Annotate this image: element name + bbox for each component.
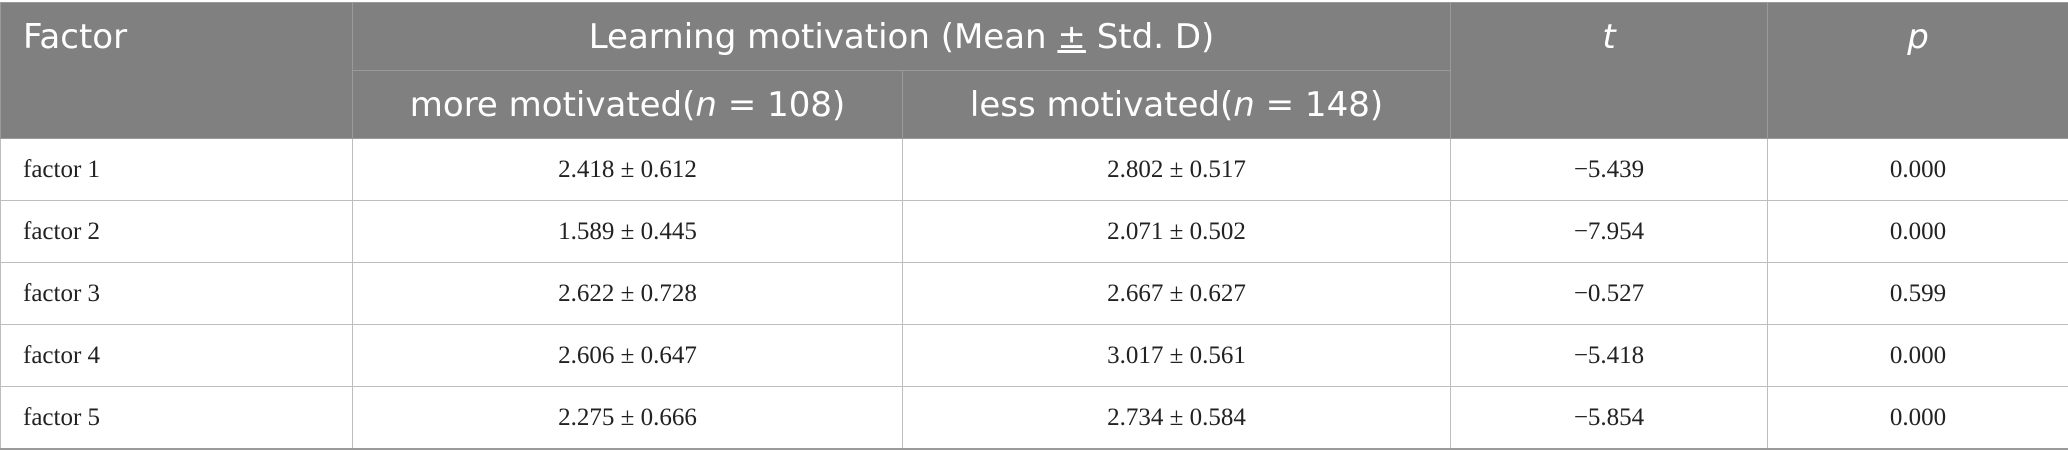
table-header: Factor Learning motivation (Mean ± Std. … [0,2,2068,139]
table-row: factor 5 2.275 ± 0.666 2.734 ± 0.584 −5.… [0,386,2068,450]
header-group-pm: ± [1057,16,1086,57]
factor-cell: factor 4 [0,324,353,387]
header-more-prefix: more motivated( [409,84,696,125]
factor-cell: factor 5 [0,386,353,450]
p-cell: 0.000 [1767,324,2068,387]
less-motivated-cell: 2.667 ± 0.627 [902,262,1451,325]
less-motivated-cell: 2.802 ± 0.517 [902,138,1451,201]
header-less-prefix: less motivated( [969,84,1234,125]
less-motivated-cell: 3.017 ± 0.561 [902,324,1451,387]
p-cell: 0.000 [1767,386,2068,450]
header-less-n: n [1233,84,1255,125]
p-cell: 0.599 [1767,262,2068,325]
t-cell: −7.954 [1450,200,1768,263]
header-less-suffix: = 148) [1254,84,1384,125]
table-body: factor 1 2.418 ± 0.612 2.802 ± 0.517 −5.… [0,138,2068,450]
more-motivated-cell: 2.418 ± 0.612 [352,138,903,201]
header-group-text: Learning motivation (Mean [588,16,1058,57]
factor-cell: factor 2 [0,200,353,263]
t-cell: −5.418 [1450,324,1768,387]
header-more-n: n [695,84,717,125]
table-row: factor 4 2.606 ± 0.647 3.017 ± 0.561 −5.… [0,324,2068,387]
t-cell: −0.527 [1450,262,1768,325]
header-group-tail: Std. D) [1085,16,1215,57]
header-factor: Factor [0,2,353,139]
p-cell: 0.000 [1767,200,2068,263]
table-row: factor 3 2.622 ± 0.728 2.667 ± 0.627 −0.… [0,262,2068,325]
more-motivated-cell: 2.275 ± 0.666 [352,386,903,450]
factor-cell: factor 3 [0,262,353,325]
table-row: factor 1 2.418 ± 0.612 2.802 ± 0.517 −5.… [0,138,2068,201]
more-motivated-cell: 1.589 ± 0.445 [352,200,903,263]
t-cell: −5.439 [1450,138,1768,201]
header-p: p [1767,2,2068,139]
table-row: factor 2 1.589 ± 0.445 2.071 ± 0.502 −7.… [0,200,2068,263]
more-motivated-cell: 2.622 ± 0.728 [352,262,903,325]
header-less-motivated: less motivated(n = 148) [902,70,1451,139]
factor-cell: factor 1 [0,138,353,201]
less-motivated-cell: 2.071 ± 0.502 [902,200,1451,263]
p-cell: 0.000 [1767,138,2068,201]
header-more-suffix: = 108) [716,84,846,125]
less-motivated-cell: 2.734 ± 0.584 [902,386,1451,450]
data-table: Factor Learning motivation (Mean ± Std. … [0,2,2068,450]
t-cell: −5.854 [1450,386,1768,450]
more-motivated-cell: 2.606 ± 0.647 [352,324,903,387]
header-learning-motivation: Learning motivation (Mean ± Std. D) [352,2,1451,71]
header-more-motivated: more motivated(n = 108) [352,70,903,139]
header-t: t [1450,2,1768,139]
